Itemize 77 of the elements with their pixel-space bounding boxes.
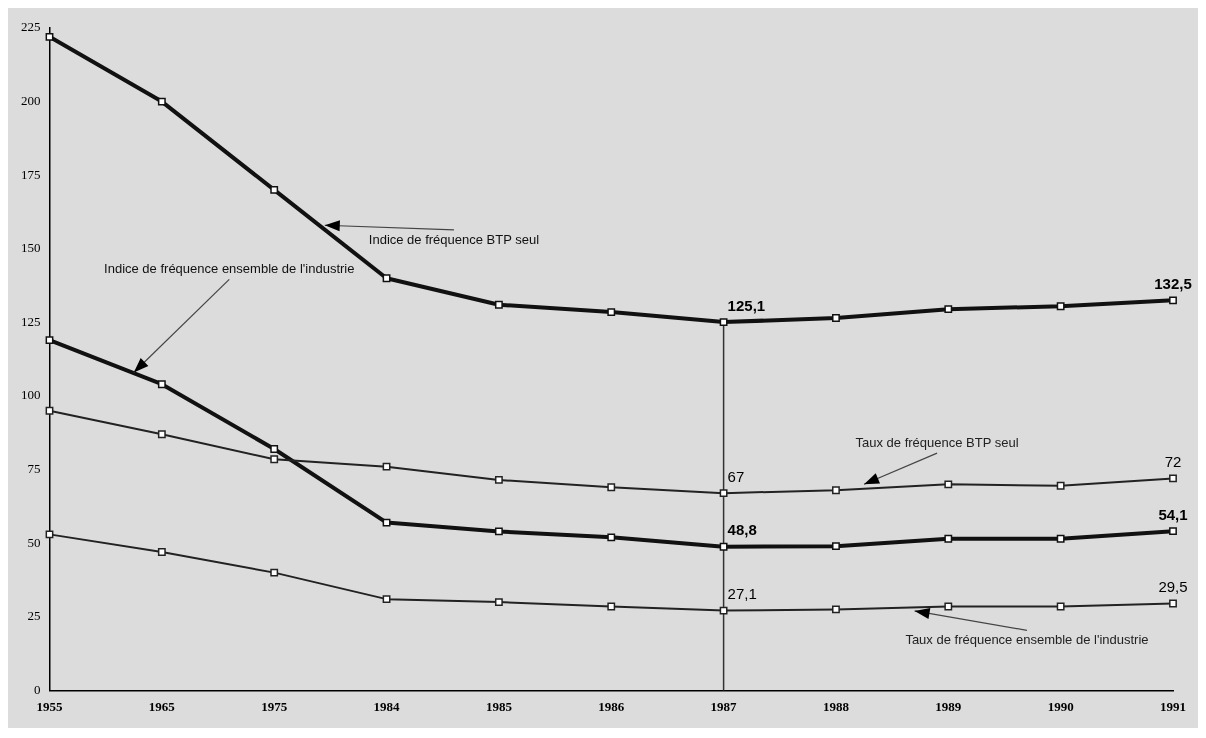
x-tick-label: 1991 — [1160, 698, 1186, 714]
text: Taux de fréquence BTP seul — [855, 434, 1019, 450]
point — [45, 32, 54, 41]
point — [1169, 527, 1177, 536]
point — [719, 542, 728, 551]
y-tick-label: 125 — [21, 313, 41, 329]
point — [1169, 296, 1177, 305]
x-tick-label: 1987 — [710, 698, 738, 714]
data-label: 27,1 — [727, 585, 757, 603]
point — [944, 602, 953, 611]
point — [719, 606, 728, 615]
y-tick-label: 0 — [34, 681, 41, 697]
data-label: 125,1 — [727, 296, 766, 314]
point — [382, 462, 391, 471]
point — [382, 274, 391, 283]
point — [832, 605, 840, 614]
point — [270, 185, 279, 194]
y-tick-label: 25 — [27, 608, 41, 624]
point — [270, 445, 279, 453]
x-tick-label: 1986 — [598, 698, 625, 714]
x-tick-label: 1984 — [373, 698, 401, 714]
y-tick-label: 200 — [21, 93, 41, 109]
x-tick-label: 1975 — [261, 698, 288, 714]
data-label: 72 — [1164, 453, 1182, 471]
point — [157, 380, 166, 389]
point — [832, 542, 840, 551]
point — [1169, 599, 1177, 608]
point — [494, 300, 503, 309]
y-tick-label: 100 — [21, 387, 41, 403]
point — [157, 430, 166, 439]
point — [494, 598, 503, 607]
series-label: Taux de fréquence ensemble de l'industrie — [905, 631, 1149, 647]
data-label: 48,8 — [727, 521, 757, 539]
point — [719, 489, 728, 498]
point — [607, 308, 616, 317]
point — [1056, 602, 1065, 611]
x-tick-label: 1985 — [485, 698, 513, 714]
x-tick-label: 1989 — [935, 698, 962, 714]
point — [494, 475, 503, 484]
x-tick-label: 1990 — [1047, 698, 1074, 714]
point — [45, 530, 54, 539]
point — [607, 533, 616, 542]
point — [607, 602, 616, 611]
point — [45, 406, 54, 415]
y-tick-label: 50 — [27, 534, 41, 550]
point — [944, 305, 953, 314]
y-tick-label: 150 — [21, 240, 41, 256]
data-label: 132,5 — [1154, 274, 1192, 292]
point — [270, 568, 279, 577]
x-tick-label: 1955 — [36, 698, 63, 714]
point — [832, 314, 840, 322]
point — [157, 548, 166, 556]
point — [1056, 302, 1065, 311]
series-label: Indice de fréquence BTP seul — [368, 231, 540, 247]
point — [494, 527, 503, 536]
y-tick-label: 225 — [21, 19, 41, 35]
text: Indice de fréquence ensemble de l'industrie — [104, 260, 355, 276]
point — [1169, 474, 1177, 483]
x-tick-label: 1965 — [148, 698, 176, 714]
data-label: 54,1 — [1158, 505, 1188, 523]
point — [944, 534, 953, 543]
point — [719, 318, 728, 327]
point — [382, 518, 391, 527]
point — [157, 97, 166, 106]
point — [944, 480, 953, 489]
point — [45, 336, 54, 344]
point — [270, 455, 279, 464]
point — [832, 486, 840, 495]
y-tick-label: 175 — [21, 166, 41, 182]
x-tick-label: 1988 — [822, 698, 850, 714]
y-tick-label: 75 — [27, 461, 41, 477]
data-label: 29,5 — [1158, 578, 1188, 596]
point — [1056, 481, 1065, 490]
point — [1056, 534, 1065, 543]
point — [382, 595, 391, 604]
data-label: 67 — [727, 467, 745, 485]
point — [607, 483, 616, 492]
